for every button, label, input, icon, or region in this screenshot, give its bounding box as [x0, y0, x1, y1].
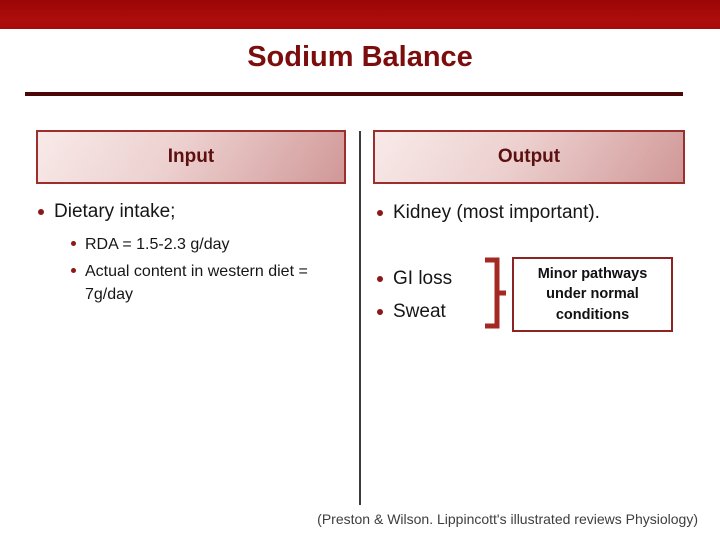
dietary-intake-item: Dietary intake;: [38, 200, 343, 224]
minor-pathways-line: Minor pathways: [537, 266, 648, 283]
column-divider: [359, 131, 361, 505]
output-header-label: Output: [497, 146, 561, 167]
dietary-intake-label: Dietary intake;: [54, 201, 176, 222]
minor-pathways-line: conditions: [555, 306, 630, 323]
bullet-icon: [38, 209, 44, 215]
gi-loss-label: GI loss: [393, 268, 453, 289]
brace-icon: [485, 257, 506, 329]
sweat-item: Sweat: [377, 300, 446, 324]
rda-item: RDA = 1.5-2.3 g/day: [71, 233, 343, 256]
bullet-icon: [377, 276, 383, 282]
minor-pathways-line: under normal: [546, 286, 639, 303]
output-header-box: Output: [373, 130, 685, 184]
bullet-icon: [71, 241, 76, 246]
slide-title: Sodium Balance: [247, 41, 473, 73]
gi-loss-item: GI loss: [377, 267, 452, 291]
actual-content-item: Actual content in western diet = 7g/day: [71, 260, 343, 306]
dietary-sub-list: RDA = 1.5-2.3 g/day Actual content in we…: [71, 233, 343, 306]
minor-pathways-box: Minor pathways under normal conditions: [512, 257, 673, 332]
input-header-box: Input: [36, 130, 346, 184]
input-header-label: Input: [167, 146, 215, 167]
bullet-icon: [377, 210, 383, 216]
bullet-icon: [71, 268, 76, 273]
kidney-item: Kidney (most important).: [377, 201, 600, 225]
input-content: Dietary intake; RDA = 1.5-2.3 g/day Actu…: [38, 200, 343, 306]
top-accent-bar: [0, 0, 720, 29]
citation-text: (Preston & Wilson. Lippincott's illustra…: [317, 511, 698, 527]
sweat-label: Sweat: [393, 301, 446, 322]
kidney-label: Kidney (most important).: [393, 202, 600, 223]
actual-content-label: Actual content in western diet = 7g/day: [85, 263, 308, 303]
title-underline: [25, 92, 683, 96]
rda-label: RDA = 1.5-2.3 g/day: [85, 236, 230, 253]
bullet-icon: [377, 309, 383, 315]
